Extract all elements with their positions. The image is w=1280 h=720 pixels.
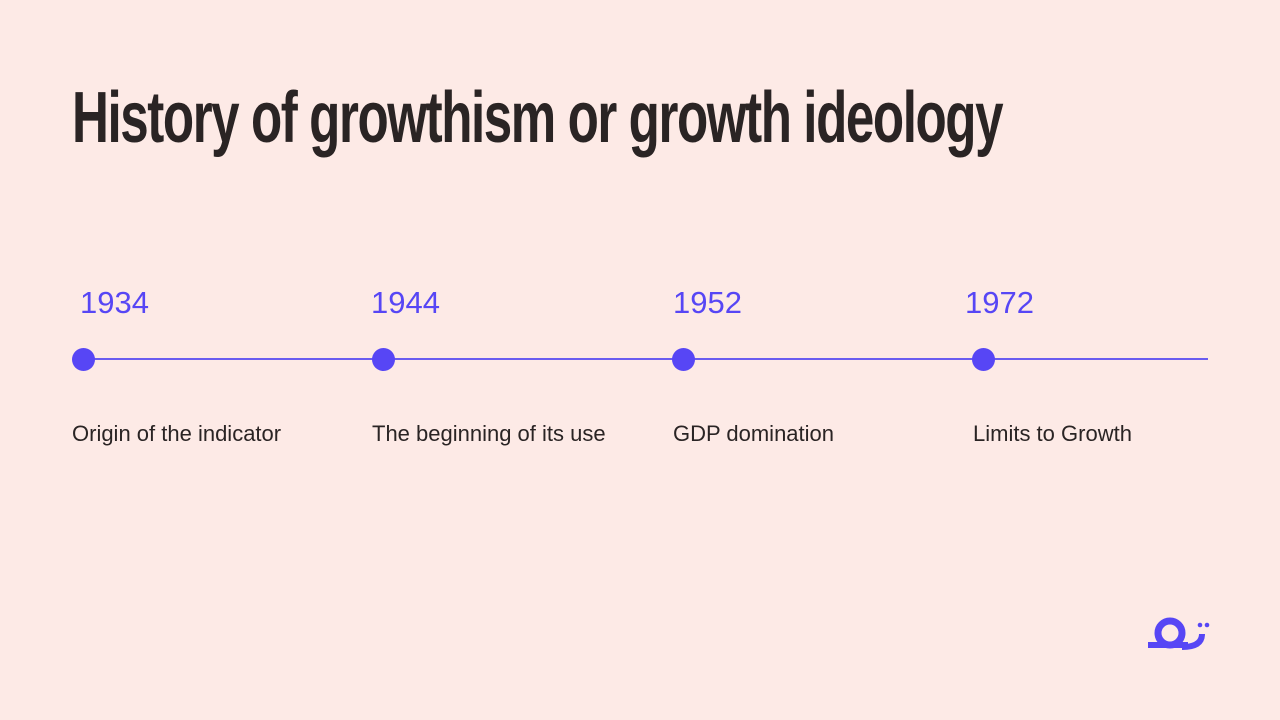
timeline-year: 1952 [673,285,742,320]
timeline-label: GDP domination [673,421,835,446]
timeline-dot [972,348,995,371]
timeline-label: Origin of the indicator [72,421,282,446]
timeline-year: 1934 [80,285,149,320]
timeline-dot [72,348,95,371]
snail-logo-icon [1148,617,1210,650]
slide-title: History of growthism or growth ideology [72,78,1004,158]
timeline-dot [372,348,395,371]
timeline-year: 1972 [965,285,1034,320]
timeline-label: Limits to Growth [973,421,1132,446]
timeline-label: The beginning of its use [372,421,606,446]
timeline-line [83,358,1208,360]
timeline-year: 1944 [371,285,440,320]
timeline-dot [672,348,695,371]
